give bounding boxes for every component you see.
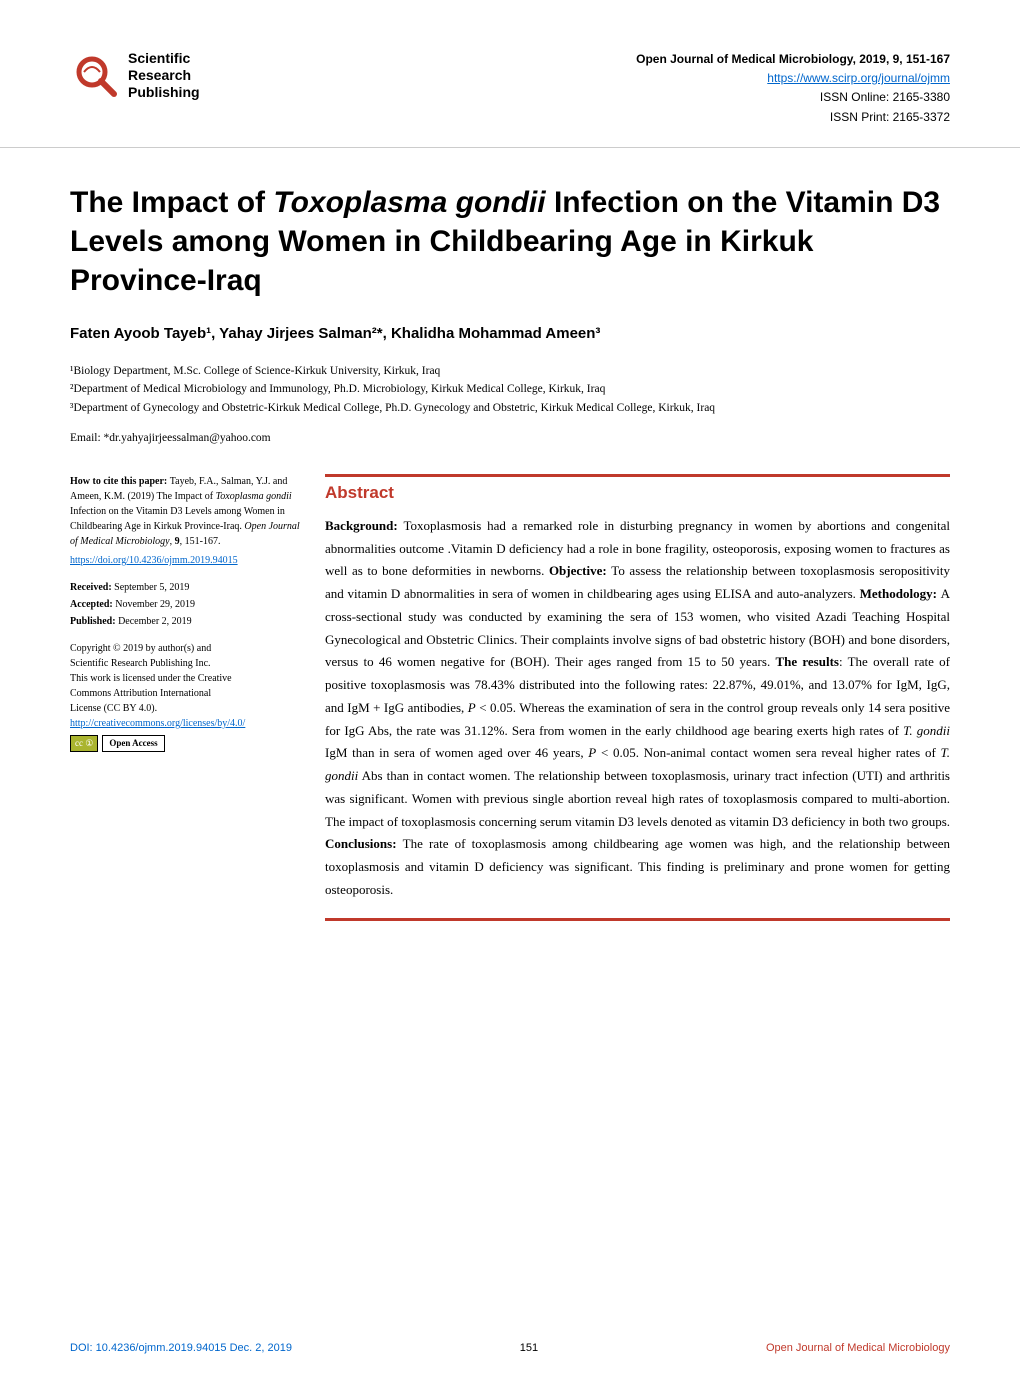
- tgondii-1: T. gondii: [903, 723, 950, 738]
- left-sidebar: How to cite this paper: Tayeb, F.A., Sal…: [70, 474, 300, 921]
- copyright-4: Commons Attribution International: [70, 686, 300, 701]
- srp-logo-icon: [70, 50, 120, 100]
- footer-page-number: 151: [520, 1342, 538, 1354]
- affiliation-3: ³Department of Gynecology and Obstetric-…: [70, 399, 950, 417]
- doi-link[interactable]: https://doi.org/10.4236/ojmm.2019.94015: [70, 553, 300, 568]
- objective-label: Objective:: [549, 563, 611, 578]
- received-row: Received: September 5, 2019: [70, 580, 300, 595]
- title-pre: The Impact of: [70, 186, 273, 219]
- title-species: Toxoplasma gondii: [273, 186, 545, 219]
- publisher-logo: Scientific Research Publishing: [70, 50, 200, 100]
- accepted-date: November 29, 2019: [115, 599, 195, 610]
- authors-line: Faten Ayoob Tayeb¹, Yahay Jirjees Salman…: [0, 325, 1020, 362]
- page-footer: DOI: 10.4236/ojmm.2019.94015 Dec. 2, 201…: [0, 1342, 1020, 1354]
- accepted-label: Accepted:: [70, 599, 115, 610]
- received-date: September 5, 2019: [114, 582, 189, 593]
- content-area: How to cite this paper: Tayeb, F.A., Sal…: [0, 474, 1020, 921]
- affiliations-block: ¹Biology Department, M.Sc. College of Sc…: [0, 362, 1020, 432]
- footer-journal: Open Journal of Medical Microbiology: [766, 1342, 950, 1354]
- logo-line1: Scientific: [128, 50, 200, 67]
- results-text4: < 0.05. Non-animal contact women sera re…: [596, 745, 940, 760]
- cc-symbol: cc: [75, 737, 83, 751]
- email-value: *dr.yahyajirjeessalman@yahoo.com: [104, 432, 271, 444]
- abstract-body: Background: Toxoplasmosis had a remarked…: [325, 515, 950, 921]
- email-line: Email: *dr.yahyajirjeessalman@yahoo.com: [0, 432, 1020, 474]
- affiliation-2: ²Department of Medical Microbiology and …: [70, 380, 950, 398]
- published-row: Published: December 2, 2019: [70, 614, 300, 629]
- received-label: Received:: [70, 582, 114, 593]
- published-label: Published:: [70, 616, 118, 627]
- journal-url-link[interactable]: https://www.scirp.org/journal/ojmm: [767, 71, 950, 85]
- copyright-2: Scientific Research Publishing Inc.: [70, 656, 300, 671]
- copyright-1: Copyright © 2019 by author(s) and: [70, 641, 300, 656]
- issn-online: ISSN Online: 2165-3380: [636, 88, 950, 107]
- cc-icon: cc ①: [70, 735, 98, 753]
- abstract-heading: Abstract: [325, 474, 950, 503]
- footer-doi: DOI: 10.4236/ojmm.2019.94015 Dec. 2, 201…: [70, 1342, 292, 1354]
- journal-title: Open Journal of Medical Microbiology, 20…: [636, 50, 950, 69]
- results-text3: IgM than in sera of women aged over 46 y…: [325, 745, 588, 760]
- by-symbol: ①: [85, 737, 93, 751]
- open-access-badge: Open Access: [102, 735, 164, 753]
- page-header: Scientific Research Publishing Open Jour…: [0, 0, 1020, 148]
- article-title: The Impact of Toxoplasma gondii Infectio…: [0, 148, 1020, 325]
- issn-print: ISSN Print: 2165-3372: [636, 108, 950, 127]
- affiliation-1: ¹Biology Department, M.Sc. College of Sc…: [70, 362, 950, 380]
- accepted-row: Accepted: November 29, 2019: [70, 597, 300, 612]
- cite-species: Toxoplasma gondii: [216, 491, 292, 502]
- cc-badges: cc ① Open Access: [70, 735, 300, 753]
- cite-label: How to cite this paper:: [70, 476, 170, 487]
- copyright-5: License (CC BY 4.0).: [70, 701, 300, 716]
- logo-line2: Research: [128, 67, 200, 84]
- logo-line3: Publishing: [128, 84, 200, 101]
- conclusions-text: The rate of toxoplasmosis among childbea…: [325, 836, 950, 897]
- cc-license-link[interactable]: http://creativecommons.org/licenses/by/4…: [70, 718, 245, 729]
- dates-block: Received: September 5, 2019 Accepted: No…: [70, 580, 300, 629]
- results-text5: Abs than in contact women. The relations…: [325, 768, 950, 829]
- methodology-label: Methodology:: [860, 586, 941, 601]
- results-label: The results: [775, 654, 839, 669]
- copyright-3: This work is licensed under the Creative: [70, 671, 300, 686]
- abstract-column: Abstract Background: Toxoplasmosis had a…: [325, 474, 950, 921]
- citation-block: How to cite this paper: Tayeb, F.A., Sal…: [70, 474, 300, 568]
- journal-info: Open Journal of Medical Microbiology, 20…: [636, 50, 950, 127]
- publisher-name: Scientific Research Publishing: [128, 50, 200, 100]
- cite-text4: , 151-167.: [180, 536, 221, 547]
- background-label: Background:: [325, 518, 404, 533]
- p-value-1: P: [468, 700, 476, 715]
- published-date: December 2, 2019: [118, 616, 192, 627]
- copyright-block: Copyright © 2019 by author(s) and Scient…: [70, 641, 300, 753]
- conclusions-label: Conclusions:: [325, 836, 403, 851]
- email-label: Email:: [70, 432, 104, 444]
